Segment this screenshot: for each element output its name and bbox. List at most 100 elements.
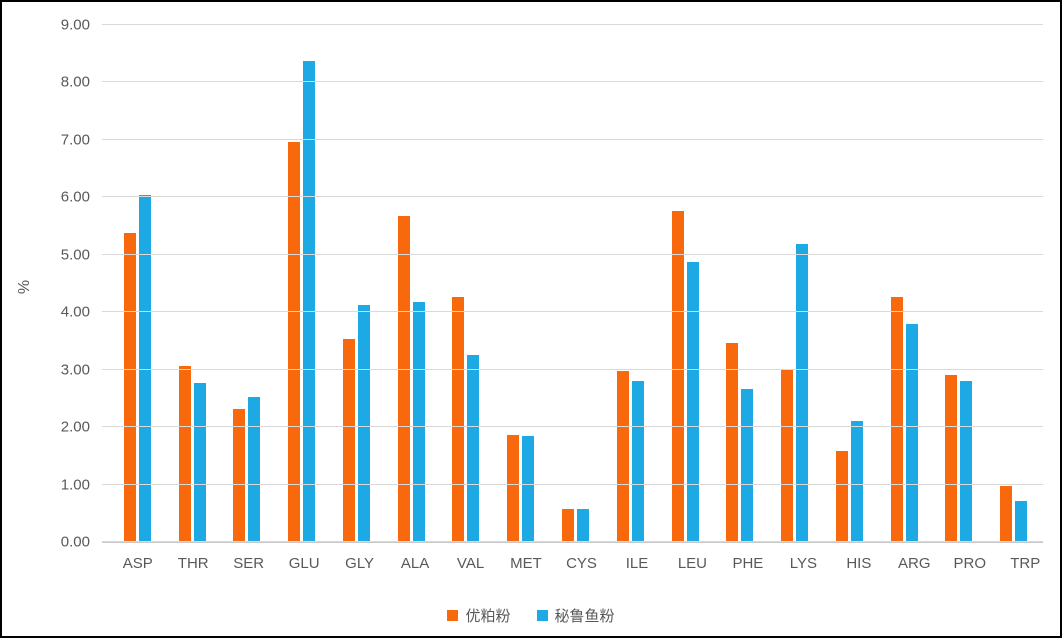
gridline xyxy=(102,24,1043,25)
bar-group-asp xyxy=(110,25,165,542)
y-tick-label: 2.00 xyxy=(60,418,90,436)
bar-秘鲁鱼粉-gly xyxy=(357,304,370,542)
bar-优粕粉-trp xyxy=(1000,486,1013,542)
x-axis-label-leu: LEU xyxy=(677,555,708,572)
bar-优粕粉-asp xyxy=(123,232,136,542)
legend-item-优粕粉: 优粕粉 xyxy=(447,605,511,626)
gridline xyxy=(102,138,1043,140)
x-axis-labels: ASP THR SER GLU GLY ALA VAL MET CYS ILE LEU PHE LYS H… xyxy=(110,555,1053,572)
y-tick-label: 1.00 xyxy=(60,476,90,494)
bar-优粕粉-val xyxy=(452,297,465,542)
gridline xyxy=(102,426,1043,428)
bar-group-cys xyxy=(548,25,603,542)
bar-优粕粉-thr xyxy=(178,366,191,542)
bar-group-his xyxy=(822,25,877,542)
x-axis-label-phe: PHE xyxy=(732,555,764,572)
bar-group-thr xyxy=(165,25,220,542)
legend-item-秘鲁鱼粉: 秘鲁鱼粉 xyxy=(536,605,615,626)
bar-group-val xyxy=(439,25,494,542)
bar-秘鲁鱼粉-glu xyxy=(303,61,316,542)
bar-优粕粉-ala xyxy=(397,215,410,542)
y-tick-label: 3.00 xyxy=(60,361,90,379)
plot-area xyxy=(102,24,1043,543)
gridline xyxy=(102,368,1043,370)
y-tick-label: 7.00 xyxy=(60,131,90,149)
bar-优粕粉-met xyxy=(507,434,520,542)
y-axis-tick-labels: 0.00 1.00 2.00 3.00 4.00 5.00 6.00 7.00 8.00 9.00 xyxy=(2,2,90,636)
bar-优粕粉-pro xyxy=(945,374,958,542)
gridline xyxy=(102,541,1043,542)
gridline xyxy=(102,483,1043,485)
bar-group-met xyxy=(493,25,548,542)
bar-秘鲁鱼粉-thr xyxy=(193,383,206,542)
bar-秘鲁鱼粉-ala xyxy=(412,301,425,542)
gridline xyxy=(102,253,1043,255)
bar-group-arg xyxy=(877,25,932,542)
bar-group-ser xyxy=(220,25,275,542)
bar-group-ala xyxy=(384,25,439,542)
x-axis-label-ser: SER xyxy=(233,555,265,572)
bar-groups xyxy=(110,25,1041,542)
bar-优粕粉-his xyxy=(835,451,848,542)
x-axis-line xyxy=(102,542,1043,543)
x-axis-label-asp: ASP xyxy=(122,555,153,572)
x-axis-label-trp: TRP xyxy=(1010,555,1041,572)
y-tick-label: 8.00 xyxy=(60,73,90,91)
y-tick-label: 6.00 xyxy=(60,188,90,206)
legend: 优粕粉 秘鲁鱼粉 xyxy=(2,605,1060,626)
x-axis-label-lys: LYS xyxy=(789,555,817,572)
bar-秘鲁鱼粉-ile xyxy=(631,381,644,542)
x-axis-label-glu: GLU xyxy=(288,555,320,572)
bar-秘鲁鱼粉-trp xyxy=(1015,500,1028,542)
x-axis-label-ala: ALA xyxy=(400,555,430,572)
x-axis-label-thr: THR xyxy=(177,555,209,572)
bar-秘鲁鱼粉-pro xyxy=(960,381,973,542)
bar-group-trp xyxy=(986,25,1041,542)
bar-秘鲁鱼粉-phe xyxy=(741,389,754,542)
bar-优粕粉-cys xyxy=(562,508,574,542)
bar-group-phe xyxy=(712,25,767,542)
legend-label: 秘鲁鱼粉 xyxy=(554,608,615,625)
bar-秘鲁鱼粉-ser xyxy=(248,397,261,542)
x-axis-label-his: HIS xyxy=(846,555,872,572)
bar-秘鲁鱼粉-lys xyxy=(796,244,809,542)
x-axis-label-pro: PRO xyxy=(953,555,987,572)
bar-优粕粉-arg xyxy=(890,297,903,542)
gridline xyxy=(102,311,1043,313)
bar-优粕粉-gly xyxy=(342,338,355,542)
gridline xyxy=(102,196,1043,198)
x-axis-label-val: VAL xyxy=(456,555,485,572)
bar-优粕粉-phe xyxy=(726,342,739,542)
bar-秘鲁鱼粉-his xyxy=(850,421,863,542)
legend-swatch-icon xyxy=(447,610,459,621)
x-axis-label-met: MET xyxy=(510,555,542,572)
bar-秘鲁鱼粉-met xyxy=(522,435,535,542)
bar-优粕粉-ile xyxy=(616,370,629,542)
y-tick-label: 4.00 xyxy=(60,303,90,321)
bar-group-glu xyxy=(274,25,329,542)
bar-优粕粉-leu xyxy=(671,211,684,542)
bar-group-ile xyxy=(603,25,658,542)
bar-优粕粉-glu xyxy=(288,141,301,542)
bar-秘鲁鱼粉-cys xyxy=(577,509,589,542)
bar-group-leu xyxy=(658,25,713,542)
bar-秘鲁鱼粉-arg xyxy=(905,324,918,542)
bar-秘鲁鱼粉-val xyxy=(467,354,480,542)
x-axis-label-arg: ARG xyxy=(898,555,931,572)
x-axis-label-ile: ILE xyxy=(625,555,649,572)
legend-swatch-icon xyxy=(536,610,548,621)
bar-优粕粉-ser xyxy=(233,409,246,542)
y-tick-label: 5.00 xyxy=(60,246,90,264)
bar-group-lys xyxy=(767,25,822,542)
bar-秘鲁鱼粉-asp xyxy=(138,195,151,542)
bar-group-gly xyxy=(329,25,384,542)
bar-优粕粉-lys xyxy=(781,368,794,542)
y-tick-label: 9.00 xyxy=(60,16,90,34)
gridline xyxy=(102,81,1043,83)
bar-group-pro xyxy=(931,25,986,542)
x-axis-label-gly: GLY xyxy=(345,555,375,572)
x-axis-label-cys: CYS xyxy=(566,555,597,572)
legend-label: 优粕粉 xyxy=(465,608,511,625)
bar-秘鲁鱼粉-leu xyxy=(686,262,699,542)
